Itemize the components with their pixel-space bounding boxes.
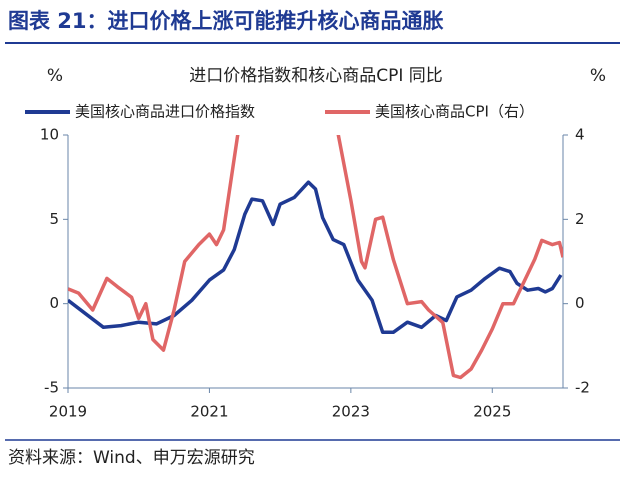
y2-tick-label: 0: [575, 294, 585, 312]
y-tick-label: 5: [49, 210, 59, 228]
y-tick-label: 10: [40, 126, 59, 144]
plot-area: [68, 135, 563, 380]
footer-source: 资料来源：Wind、申万宏源研究: [8, 448, 255, 468]
legend-label: 美国核心商品进口价格指数: [75, 103, 255, 121]
x-tick-label: 2019: [49, 403, 87, 421]
y2-tick-label: -2: [575, 379, 590, 397]
x-tick-label: 2025: [473, 403, 511, 421]
y-unit: %: [47, 66, 63, 86]
y-tick-label: 0: [49, 294, 59, 312]
x-tick-label: 2021: [190, 403, 228, 421]
x-tick-label: 2023: [332, 403, 370, 421]
legend-label: 美国核心商品CPI（右）: [375, 103, 534, 121]
series-line: [68, 135, 563, 380]
y2-tick-label: 4: [575, 126, 585, 144]
series-line: [68, 180, 563, 335]
y2-unit: %: [590, 66, 606, 86]
y2-tick-label: 2: [575, 210, 585, 228]
chart-title: 进口价格指数和核心商品CPI 同比: [189, 66, 443, 86]
y-tick-label: -5: [44, 379, 59, 397]
header-title: 图表 21：进口价格上涨可能推升核心商品通胀: [8, 9, 444, 33]
